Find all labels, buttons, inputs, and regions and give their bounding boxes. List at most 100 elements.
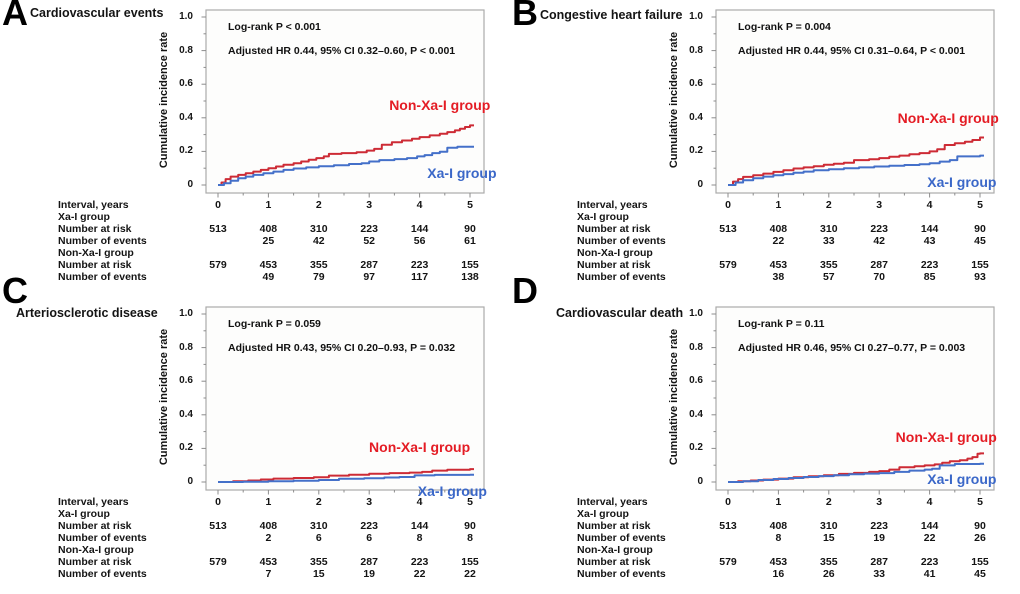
- risk-table-row-label: Xa-I group: [58, 211, 110, 223]
- risk-table-row: Number at risk 513 408 310 223 144 90: [510, 223, 1020, 235]
- risk-table-cell: 223: [920, 556, 939, 568]
- risk-table-cell: 16: [772, 568, 785, 580]
- risk-table-cell: 453: [259, 556, 278, 568]
- x-tick-label: 5: [977, 496, 983, 508]
- risk-table-cell: 90: [464, 520, 476, 532]
- risk-table-cell: 144: [410, 520, 429, 532]
- non-xa-i-group-label: Non-Xa-I group: [895, 428, 997, 445]
- risk-table-row-label: Number of events: [58, 568, 147, 580]
- y-axis-tick-labels: 1.0 0.8 0.6 0.4 0.2 0: [166, 0, 196, 200]
- risk-table-row-label: Number at risk: [58, 520, 132, 532]
- risk-table-cell: 355: [820, 259, 838, 271]
- y-tick-label: 1.0: [179, 11, 193, 22]
- x-tick-label: 2: [315, 199, 322, 211]
- y-axis-tick-labels: 1.0 0.8 0.6 0.4 0.2 0: [676, 297, 706, 497]
- x-tick-label: 0: [215, 199, 221, 211]
- risk-table-cell: 2: [265, 532, 272, 544]
- x-tick-label: 3: [876, 199, 883, 211]
- y-tick-label: 0.4: [689, 408, 703, 420]
- risk-table-cell: 19: [873, 532, 886, 544]
- risk-table-row-label: Non-Xa-I group: [577, 247, 653, 259]
- panel-congestive-heart-failure: B Congestive heart failure Cumulative in…: [510, 0, 1020, 297]
- xa-i-group-label: Xa-I group: [427, 165, 497, 182]
- risk-table-cell: 513: [209, 520, 227, 532]
- panel-title: Congestive heart failure: [540, 8, 683, 22]
- x-tick-label: 5: [977, 199, 983, 211]
- plot-area: Log-rank P = 0.004 Adjusted HR 0.44, 95%…: [708, 9, 999, 199]
- risk-table-row: Xa-I group: [0, 211, 510, 223]
- x-tick-label: 4: [926, 496, 933, 508]
- risk-table-row: Interval, years 0 1 2 3 4 5: [0, 496, 510, 508]
- risk-table-cell: 97: [363, 271, 376, 283]
- panel-title: Arteriosclerotic disease: [16, 306, 158, 320]
- risk-table-row: Non-Xa-I group: [510, 544, 1020, 556]
- risk-table: Interval, years 0 1 2 3 4 5 Xa-I group Number at…: [0, 199, 510, 297]
- risk-table-cell: 310: [310, 520, 328, 532]
- risk-table-cell: 19: [363, 568, 376, 580]
- y-tick-label: 0.2: [689, 442, 703, 454]
- risk-table-cell: 155: [461, 259, 479, 271]
- risk-table-row: Xa-I group: [0, 508, 510, 520]
- risk-table-row: Number at risk 513 408 310 223 144 90: [0, 223, 510, 235]
- panel-title: Cardiovascular events: [30, 6, 164, 20]
- risk-table-cell: 7: [265, 568, 272, 580]
- risk-table-row: Xa-I group: [510, 508, 1020, 520]
- risk-table-cell: 408: [259, 520, 278, 532]
- panel-cardiovascular-events: A Cardiovascular events Cumulative incid…: [0, 0, 510, 297]
- plot-frame: [205, 9, 485, 194]
- log-rank-annotation: Log-rank P = 0.11: [738, 318, 825, 330]
- xa-i-curve: [218, 473, 474, 483]
- risk-table-cell: 33: [822, 235, 835, 247]
- risk-table-row-label: Non-Xa-I group: [577, 544, 653, 556]
- y-tick-label: 0: [697, 476, 703, 487]
- risk-table-cell: 22: [464, 568, 476, 580]
- risk-table-row-label: Number at risk: [577, 259, 651, 271]
- non-xa-i-group-label: Non-Xa-I group: [897, 109, 999, 126]
- risk-table-row-label: Interval, years: [58, 199, 129, 211]
- panel-arteriosclerotic-disease: C Arteriosclerotic disease Cumulative in…: [0, 271, 510, 594]
- risk-table-row-label: Number at risk: [577, 223, 651, 235]
- risk-table-cell: 223: [870, 520, 888, 532]
- x-tick-label: 3: [366, 496, 373, 508]
- risk-table-cell: 61: [464, 235, 476, 247]
- risk-table-row-label: Number of events: [58, 235, 147, 247]
- risk-table-row-label: Number of events: [577, 271, 666, 283]
- plot-area: Log-rank P = 0.059 Adjusted HR 0.43, 95%…: [198, 306, 487, 499]
- risk-table-row: Number at risk 579 453 355 287 223 155: [510, 259, 1020, 271]
- risk-table-cell: 8: [775, 532, 782, 544]
- xa-i-curve: [728, 462, 984, 483]
- risk-table-row: Interval, years 0 1 2 3 4 5: [510, 496, 1020, 508]
- adjusted-hr-annotation: Adjusted HR 0.46, 95% CI 0.27–0.77, P = …: [738, 342, 966, 354]
- curves-svg: [201, 9, 485, 198]
- risk-table-cell: 26: [822, 568, 835, 580]
- x-tick-label: 0: [215, 496, 221, 508]
- risk-table-cell: 453: [769, 259, 788, 271]
- risk-table-row-label: Number at risk: [58, 223, 132, 235]
- risk-table-cell: 38: [772, 271, 785, 283]
- risk-table-cell: 22: [923, 532, 936, 544]
- x-tick-label: 4: [926, 199, 933, 211]
- risk-table-cell: 579: [719, 259, 737, 271]
- risk-table-cell: 85: [923, 271, 936, 283]
- y-tick-label: 0.8: [689, 44, 703, 56]
- risk-table-row-label: Xa-I group: [58, 508, 110, 520]
- risk-table-cell: 223: [360, 520, 378, 532]
- risk-table-cell: 287: [360, 259, 378, 271]
- x-tick-label: 4: [416, 496, 423, 508]
- risk-table-row: Non-Xa-I group: [0, 544, 510, 556]
- risk-table-row: Number of events 2 6 6 8 8: [0, 532, 510, 544]
- risk-table-cell: 22: [772, 235, 785, 247]
- risk-table-row: Number at risk 513 408 310 223 144 90: [0, 520, 510, 532]
- risk-table-row: Number at risk 579 453 355 287 223 155: [0, 259, 510, 271]
- xa-i-group-label: Xa-I group: [927, 173, 997, 190]
- risk-table-row-label: Xa-I group: [577, 508, 629, 520]
- risk-table-cell: 155: [971, 556, 989, 568]
- plot-frame: [715, 306, 995, 491]
- y-axis-tick-labels: 1.0 0.8 0.6 0.4 0.2 0: [676, 0, 706, 200]
- risk-table-row-label: Interval, years: [58, 496, 129, 508]
- x-tick-label: 1: [265, 199, 272, 211]
- x-tick-label: 3: [876, 496, 883, 508]
- risk-table-cell: 579: [719, 556, 737, 568]
- risk-table-cell: 223: [360, 223, 378, 235]
- risk-table-row-label: Non-Xa-I group: [58, 247, 134, 259]
